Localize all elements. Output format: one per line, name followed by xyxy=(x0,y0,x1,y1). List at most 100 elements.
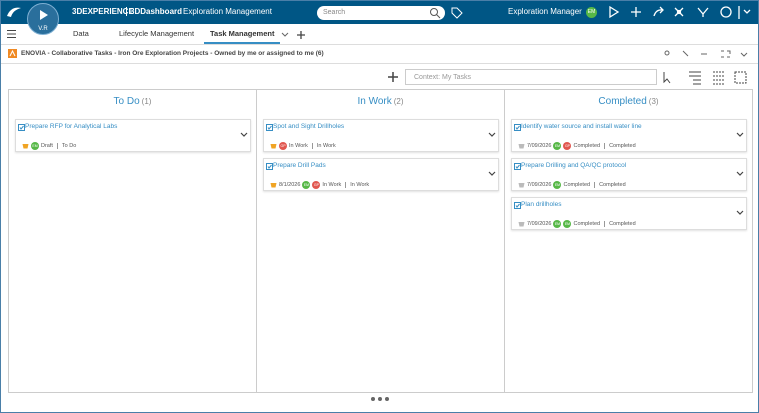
board-tool[interactable] xyxy=(734,71,747,84)
3ds-logo xyxy=(7,7,21,17)
tag-icon[interactable] xyxy=(451,7,463,19)
task-card[interactable]: Prepare RFP for Analytical Labs EM Draft To… xyxy=(15,119,251,152)
expand-chevron[interactable] xyxy=(736,210,744,216)
due-date: 7/09/2026 xyxy=(527,221,552,227)
assignee-avatar: GP xyxy=(312,181,321,189)
tab[interactable]: Task Management xyxy=(204,29,281,44)
task-icon xyxy=(18,124,25,131)
brand: 3DEXPERIENCE xyxy=(72,7,134,16)
task-meta: 7/09/2026 EM EM Completed Completed xyxy=(518,220,636,228)
divider xyxy=(126,7,127,16)
task-state: Completed xyxy=(599,182,626,188)
due-date: 7/09/2026 xyxy=(527,143,552,149)
task-meta: 7/09/2026 EM GP Completed Completed xyxy=(518,142,636,150)
assignee-avatar: EM xyxy=(553,220,562,228)
column-count: (2) xyxy=(393,97,404,106)
expand-chevron[interactable] xyxy=(488,132,496,138)
widget-actions[interactable] xyxy=(661,49,751,59)
priority-icon xyxy=(270,144,277,149)
add-button[interactable] xyxy=(388,72,398,82)
task-status: Completed xyxy=(573,143,601,149)
task-card[interactable]: Identify water source and install water … xyxy=(511,119,747,152)
task-title[interactable]: Identify water source and install water … xyxy=(521,123,642,130)
expand-chevron[interactable] xyxy=(488,171,496,177)
tab[interactable]: Lifecycle Management xyxy=(119,29,195,38)
expand-chevron[interactable] xyxy=(736,171,744,177)
task-icon xyxy=(266,163,273,170)
task-title[interactable]: Spot and Sight Drillholes xyxy=(273,123,345,130)
task-meta: GP In Work In Work xyxy=(270,142,336,150)
task-status: Completed xyxy=(573,221,601,227)
select-tool[interactable] xyxy=(663,72,671,84)
priority-icon xyxy=(270,183,277,188)
column-header: In Work (2) xyxy=(257,96,504,107)
compass-label: V.R xyxy=(38,26,48,32)
task-status: In Work xyxy=(289,143,308,149)
toolbar xyxy=(1,63,758,85)
column: To Do (1) Prepare RFP for Analytical Labs E… xyxy=(9,90,257,392)
top-actions[interactable] xyxy=(607,5,757,20)
separator xyxy=(56,143,58,149)
task-meta: EM Draft To Do xyxy=(22,142,76,150)
separator xyxy=(604,221,606,227)
priority-icon xyxy=(518,144,525,149)
assignee-avatar: EM xyxy=(553,142,562,150)
column: In Work (2) Spot and Sight Drillholes GP In … xyxy=(257,90,505,392)
menu-icon[interactable] xyxy=(7,29,17,39)
column-header: Completed (3) xyxy=(505,96,752,107)
kanban-board: To Do (1) Prepare RFP for Analytical Labs E… xyxy=(8,89,753,393)
task-title[interactable]: Plan drillholes xyxy=(521,201,562,208)
search-icon[interactable] xyxy=(429,7,441,19)
due-date: 8/1/2026 xyxy=(279,182,301,188)
play-icon xyxy=(40,10,48,20)
expand-chevron[interactable] xyxy=(240,132,248,138)
dashboard: 3DDashboard xyxy=(130,7,183,16)
top-bar: V.R 3DEXPERIENCE 3DDashboard Exploration… xyxy=(1,1,758,35)
task-state: In Work xyxy=(350,182,370,188)
widget-icon xyxy=(8,49,17,58)
priority-icon xyxy=(518,183,525,188)
task-card[interactable]: Spot and Sight Drillholes GP In Work In Wor… xyxy=(263,119,499,152)
separator xyxy=(594,182,596,188)
task-icon xyxy=(514,202,521,209)
task-state: Completed xyxy=(609,143,636,149)
task-icon xyxy=(514,163,521,170)
app-name: Exploration Management xyxy=(183,7,272,16)
assignee-avatar: EM xyxy=(31,142,39,150)
search-box[interactable]: Search xyxy=(317,6,445,20)
task-state: In Work xyxy=(316,143,336,149)
compass[interactable]: V.R xyxy=(27,3,59,35)
priority-icon xyxy=(518,222,525,227)
user-avatar[interactable]: EM xyxy=(586,7,597,18)
priority-icon xyxy=(22,144,29,149)
task-meta: 7/09/2026 EM Completed Completed xyxy=(518,181,626,189)
task-title[interactable]: Prepare Drilling and QA/QC protocol xyxy=(521,162,627,169)
widget-title: ENOVIA - Collaborative Tasks - Iron Ore … xyxy=(21,50,324,57)
task-status: Draft xyxy=(41,143,53,149)
task-title[interactable]: Prepare RFP for Analytical Labs xyxy=(25,123,118,130)
assignee-avatar: EM xyxy=(553,181,562,189)
task-card[interactable]: Prepare Drill Pads 8/1/2026 EM GP In Work In … xyxy=(263,158,499,191)
task-state: Completed xyxy=(609,221,636,227)
context-input[interactable]: Context: My Tasks xyxy=(405,69,657,85)
due-date: 7/09/2026 xyxy=(527,182,552,188)
separator xyxy=(604,143,606,149)
column-count: (1) xyxy=(141,97,152,106)
expand-chevron[interactable] xyxy=(736,132,744,138)
task-card[interactable]: Prepare Drilling and QA/QC protocol 7/09/… xyxy=(511,158,747,191)
tab[interactable]: Data xyxy=(73,29,89,38)
more-button[interactable] xyxy=(369,395,391,403)
tab-bar: Data Lifecycle Management Task Management xyxy=(1,24,758,45)
task-card[interactable]: Plan drillholes 7/09/2026 EM EM Completed Com… xyxy=(511,197,747,230)
task-icon xyxy=(514,124,521,131)
list-tool[interactable] xyxy=(689,71,701,85)
widget-header: ENOVIA - Collaborative Tasks - Iron Ore … xyxy=(1,45,758,63)
task-title[interactable]: Prepare Drill Pads xyxy=(273,162,326,169)
column-title: Completed xyxy=(598,96,647,107)
tab-actions[interactable] xyxy=(281,30,311,40)
column-count: (3) xyxy=(648,97,659,106)
assignee-avatar: GP xyxy=(279,142,287,150)
assignee-avatar: EM xyxy=(302,181,311,189)
grid-tool[interactable] xyxy=(713,71,725,85)
